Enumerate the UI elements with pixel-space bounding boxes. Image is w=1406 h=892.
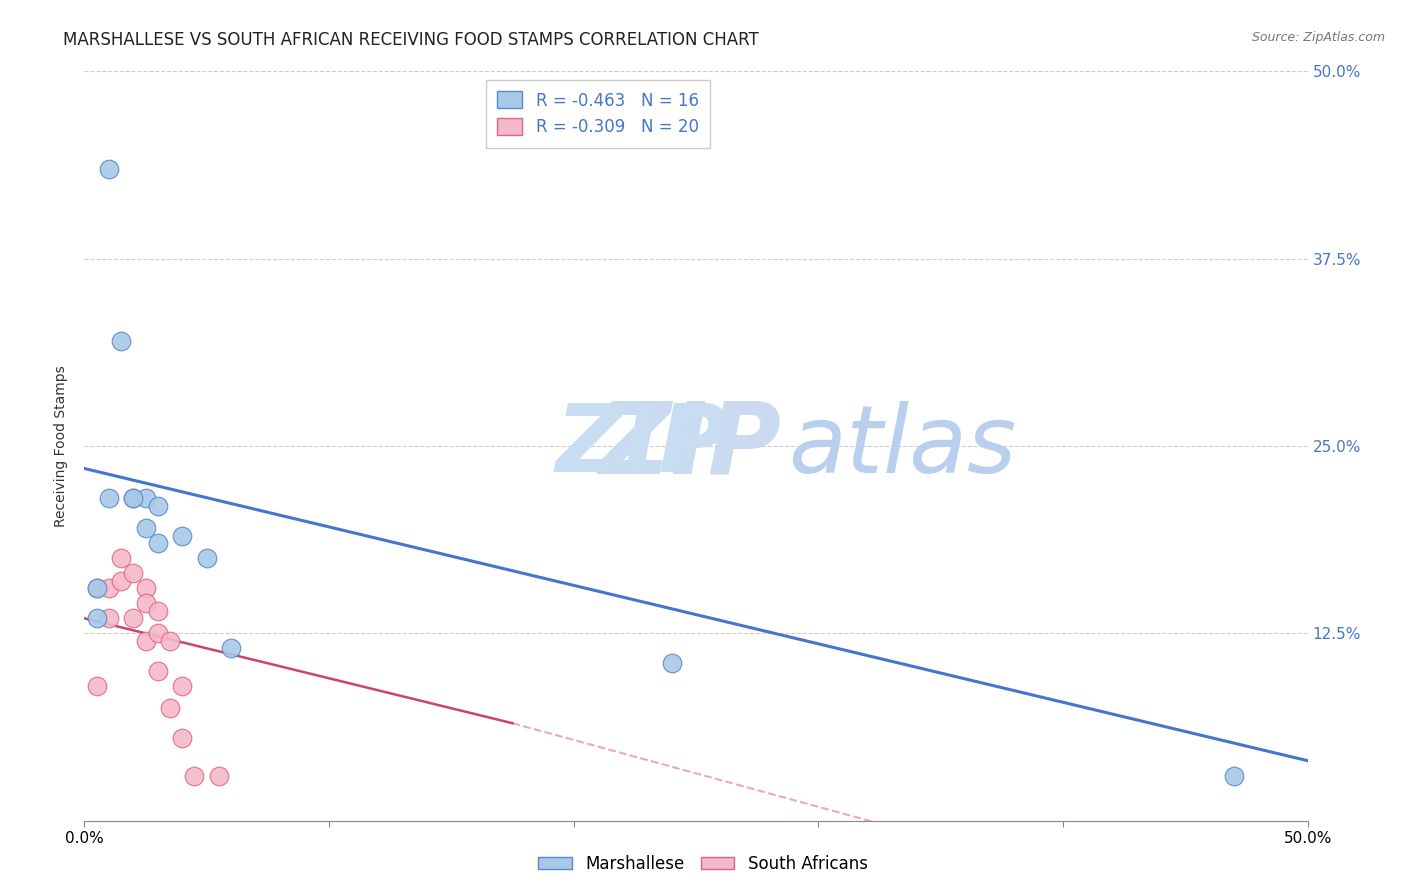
Legend: R = -0.463   N = 16, R = -0.309   N = 20: R = -0.463 N = 16, R = -0.309 N = 20 <box>486 79 710 148</box>
Point <box>86 582 108 596</box>
Point <box>86 582 108 596</box>
Point <box>86 679 108 693</box>
Text: ZIPatlas: ZIPatlas <box>598 398 998 494</box>
Point <box>122 566 145 581</box>
Point <box>110 574 132 588</box>
Text: ZIP: ZIP <box>555 400 728 492</box>
Point <box>661 657 683 671</box>
Point <box>122 491 145 506</box>
Point <box>183 769 205 783</box>
Text: atlas: atlas <box>787 401 1017 491</box>
Y-axis label: Receiving Food Stamps: Receiving Food Stamps <box>55 365 69 527</box>
Point <box>146 536 169 550</box>
Point <box>135 582 157 596</box>
Point <box>195 551 218 566</box>
Point <box>146 664 169 678</box>
Point <box>97 611 120 625</box>
Text: ZIP: ZIP <box>598 398 782 494</box>
Text: MARSHALLESE VS SOUTH AFRICAN RECEIVING FOOD STAMPS CORRELATION CHART: MARSHALLESE VS SOUTH AFRICAN RECEIVING F… <box>63 31 759 49</box>
Point <box>219 641 242 656</box>
Point <box>122 491 145 506</box>
Point <box>159 701 181 715</box>
Point <box>172 679 194 693</box>
Point <box>208 769 231 783</box>
Legend: Marshallese, South Africans: Marshallese, South Africans <box>531 848 875 880</box>
Point <box>146 604 169 618</box>
Point <box>1223 769 1246 783</box>
Point <box>135 491 157 506</box>
Point <box>97 582 120 596</box>
Point <box>86 611 108 625</box>
Point <box>146 499 169 513</box>
Text: Source: ZipAtlas.com: Source: ZipAtlas.com <box>1251 31 1385 45</box>
Point <box>97 491 120 506</box>
Point <box>135 521 157 535</box>
Point <box>110 334 132 348</box>
Point <box>97 161 120 176</box>
Point <box>135 633 157 648</box>
Point <box>122 611 145 625</box>
Point <box>135 596 157 610</box>
Point <box>172 731 194 746</box>
Point <box>146 626 169 640</box>
Point <box>159 633 181 648</box>
Point <box>110 551 132 566</box>
Point <box>172 529 194 543</box>
